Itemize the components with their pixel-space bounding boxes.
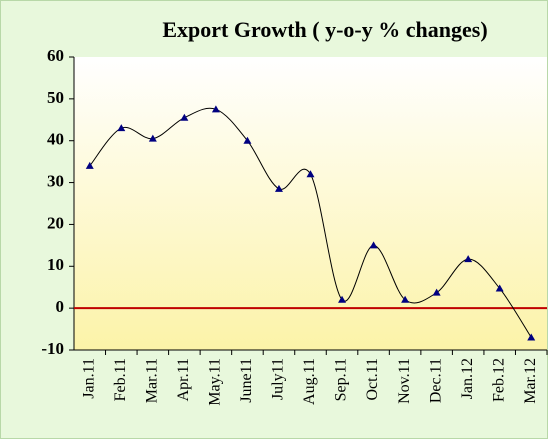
x-tick-label: Sep.11 (333, 358, 350, 401)
x-tick-label: Jan.12 (459, 358, 476, 399)
y-tick-label: -10 (41, 339, 64, 358)
marker (432, 288, 441, 296)
marker (369, 241, 378, 249)
x-tick-label: Dec.11 (427, 358, 444, 403)
marker (401, 295, 410, 303)
marker (85, 161, 94, 169)
marker (117, 124, 126, 132)
marker (464, 255, 473, 263)
marker (495, 284, 504, 292)
marker (338, 295, 347, 303)
data-line (89, 107, 532, 338)
x-tick-label: Aug.11 (301, 358, 318, 405)
x-tick-label: Mar.12 (522, 358, 539, 404)
marker (211, 105, 220, 113)
y-tick-label: 10 (47, 255, 64, 274)
x-tick-label: Oct.11 (364, 358, 381, 401)
marker (527, 333, 536, 341)
marker (306, 170, 315, 178)
y-tick-label: 60 (47, 46, 64, 65)
y-tick-label: 30 (47, 171, 64, 190)
x-tick-label: Nov.11 (396, 358, 413, 404)
marker (243, 136, 252, 144)
x-tick-label: Feb.12 (490, 358, 507, 402)
y-tick-label: 0 (56, 297, 65, 316)
x-tick-label: June11 (238, 358, 255, 403)
x-tick-label: Apr.11 (175, 358, 192, 401)
x-tick-label: Jan.11 (80, 358, 97, 399)
plot-area (74, 57, 547, 350)
marker (148, 134, 157, 142)
y-tick-label: 20 (47, 213, 64, 232)
marker (180, 113, 189, 121)
chart-title: Export Growth ( y-o-y % changes) (162, 17, 487, 42)
x-tick-label: May.11 (207, 358, 224, 406)
x-tick-label: July11 (270, 358, 287, 400)
y-tick-label: 40 (47, 130, 64, 149)
x-tick-label: Feb.11 (112, 358, 129, 401)
y-tick-label: 50 (47, 88, 64, 107)
x-tick-label: Mar.11 (144, 358, 161, 403)
marker (274, 184, 283, 192)
